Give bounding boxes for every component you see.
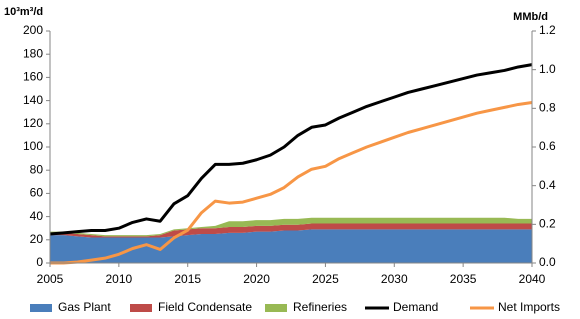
y-tick-label: 60	[30, 186, 44, 200]
y2-tick-label: 0.6	[539, 139, 556, 153]
x-tick-label: 2030	[381, 272, 408, 286]
y2-tick-label: 0.2	[539, 217, 556, 231]
y-tick-label: 140	[23, 93, 43, 107]
y-tick-label: 120	[23, 116, 43, 130]
legend-swatch	[30, 304, 52, 312]
y-tick-label: 80	[30, 162, 44, 176]
y-tick-label: 200	[23, 23, 43, 37]
y-axis-title: 10³m³/d	[4, 6, 43, 18]
legend-label: Demand	[393, 300, 438, 314]
x-tick-label: 2015	[174, 272, 201, 286]
area	[50, 223, 532, 238]
y2-tick-label: 0.8	[539, 101, 556, 115]
legend-label: Refineries	[293, 300, 347, 314]
x-tick-label: 2035	[450, 272, 477, 286]
area	[50, 217, 532, 237]
line	[50, 101, 533, 265]
y-tick-label: 100	[23, 139, 43, 153]
y-tick-label: 0	[36, 255, 43, 269]
y2-tick-label: 0.4	[539, 178, 556, 192]
legend-swatch	[130, 304, 152, 312]
legend-label: Gas Plant	[58, 300, 111, 314]
legend-swatch	[265, 304, 287, 312]
area	[50, 229, 532, 263]
x-tick-label: 2040	[519, 272, 546, 286]
x-tick-label: 2020	[243, 272, 270, 286]
y2-tick-label: 1.0	[539, 62, 556, 76]
y-tick-label: 180	[23, 46, 43, 60]
x-tick-label: 2025	[312, 272, 339, 286]
x-tick-label: 2010	[106, 272, 133, 286]
line	[49, 63, 533, 236]
y-tick-label: 20	[30, 232, 44, 246]
x-tick-label: 2005	[37, 272, 64, 286]
y-tick-label: 160	[23, 70, 43, 84]
legend-label: Field Condensate	[158, 300, 252, 314]
y-tick-label: 40	[30, 209, 44, 223]
legend-label: Net Imports	[498, 300, 560, 314]
y2-tick-label: 0.0	[539, 255, 556, 269]
y2-tick-label: 1.2	[539, 23, 556, 37]
y2-axis-title: MMb/d	[513, 11, 548, 23]
